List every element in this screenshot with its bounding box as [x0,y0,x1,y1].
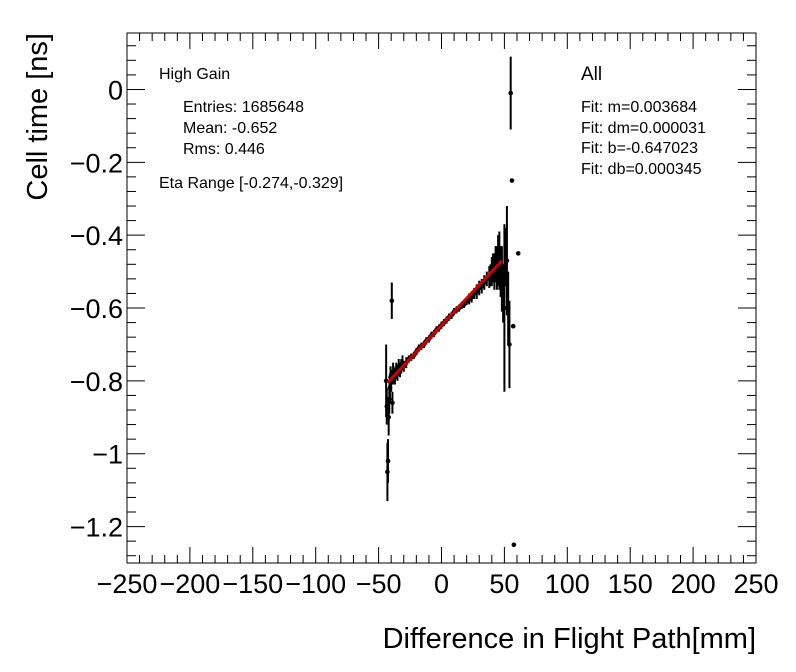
data-point [509,178,515,183]
fit-line [386,259,503,384]
y-tick-label: −0.8 [70,367,123,397]
y-tick-label: −0.4 [70,221,123,251]
x-tick-label: 50 [489,569,519,599]
y-tick-label: −0.6 [70,294,123,324]
data-point [504,258,510,263]
data-point [389,298,395,304]
data-point [502,305,507,311]
data-point [515,251,521,256]
y-tick-labels: 0 −0.2 −0.4 −0.6 −0.8 −1 −1.2 [70,75,123,542]
x-tick-label: −250 [97,569,158,599]
stats-box: High Gain Entries: 1685648 Mean: -0.652 … [159,66,343,192]
fit-m: Fit: m=0.003684 [581,99,697,116]
x-axis-title: Difference in Flight Path[mm] [383,623,756,655]
y-tick-label: 0 [108,75,123,105]
x-tick-label: −200 [159,569,220,599]
x-tick-label: −50 [356,569,402,599]
y-tick-label: −0.2 [70,148,123,178]
y-tick-label: −1.2 [70,513,123,543]
x-tick-label: 150 [608,569,653,599]
x-tick-label: 100 [545,569,590,599]
x-tick-label: −150 [222,569,283,599]
axis-ticks [126,33,757,563]
data-point [386,396,392,402]
stats-mean: Mean: -0.652 [183,120,277,137]
fit-db: Fit: db=0.000345 [581,161,702,178]
x-tick-labels: −250 −200 −150 −100 −50 0 50 100 150 200 250 [97,569,779,599]
data-point [390,400,395,406]
x-tick-label: 200 [671,569,716,599]
x-tick-label: −100 [285,569,346,599]
fit-b: Fit: b=-0.647023 [581,140,698,157]
data-point [387,385,393,391]
data-point [508,90,513,96]
data-point [505,305,511,311]
stats-rms: Rms: 0.446 [183,141,265,158]
stats-entries: Entries: 1685648 [183,99,304,116]
y-tick-label: −1 [92,440,123,470]
fit-box: All Fit: m=0.003684 Fit: dm=0.000031 Fit… [581,64,706,178]
stats-eta-range: Eta Range [-0.274,-0.329] [159,175,343,192]
x-tick-label: 250 [733,569,778,599]
fit-dm: Fit: dm=0.000031 [581,120,706,137]
y-axis-title: Cell time [ns] [22,33,54,201]
data-point [384,404,390,409]
data-point [386,414,391,420]
data-point [500,291,506,296]
stats-title: High Gain [159,66,230,83]
data-point [507,342,512,347]
data-point [510,323,516,329]
data-point [498,269,503,274]
data-point [511,542,517,548]
data-point [503,254,508,260]
data-point [385,469,390,475]
data-point [499,276,505,282]
data-point [385,458,391,464]
fit-title: All [581,64,602,85]
x-tick-label: 0 [434,569,449,599]
